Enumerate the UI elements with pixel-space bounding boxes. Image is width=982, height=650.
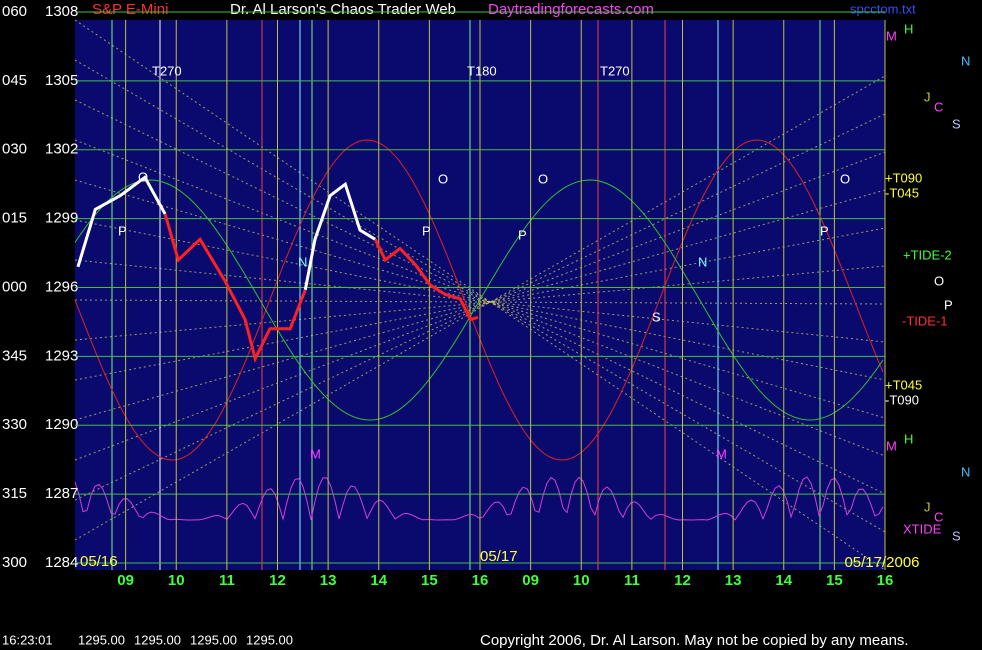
decor-flux [74,476,884,521]
annotation: J [924,89,931,104]
decor-flux [74,179,884,421]
annotation: +T090 [885,170,922,185]
annotation: N [961,53,970,68]
annotation: T180 [467,63,497,78]
chart-title: Dr. Al Larson's Chaos Trader Web [230,1,456,18]
annotation: M [716,446,727,461]
file-label: spcctom.txt [850,1,916,16]
decor-diagonal [74,179,886,419]
annotation: -T045 [885,185,919,200]
decor-diagonal [74,227,886,381]
x-tick-label: 14 [775,572,792,589]
y-angle-label: 000 [2,278,27,295]
decor-diagonal [74,59,886,533]
decor-diagonal [74,259,886,343]
y-tick-label: 1305 [45,72,78,89]
x-tick-label: 12 [269,572,286,589]
x-tick-label: 15 [421,572,438,589]
x-tick-label: 11 [624,572,640,589]
chart-subtitle: S&P E-Mini [92,1,168,18]
annotation: H [904,21,913,36]
annotation: O [934,273,944,288]
annotation: -TIDE-1 [902,313,948,328]
y-tick-label: 1293 [45,347,78,364]
y-angle-label: 300 [2,554,27,571]
x-tick-label: 09 [522,572,539,589]
annotation: N [698,254,707,269]
annotation: M [886,28,897,43]
date-label: 05/17 [480,548,518,565]
annotation: O [840,171,850,186]
annotation: C [934,99,943,114]
y-angle-label: 015 [2,210,27,227]
site-link: Daytradingforecasts.com [488,1,654,18]
x-tick-label: 14 [370,572,387,589]
annotation: XTIDE [903,521,942,536]
copyright: Copyright 2006, Dr. Al Larson. May not b… [480,632,909,649]
x-tick-label: 11 [219,572,235,589]
annotation: C [934,509,943,524]
annotation: P [518,227,527,242]
x-tick-label: 10 [573,572,590,589]
price-line [76,175,376,291]
annotation: S [952,528,961,543]
x-tick-label: 16 [877,572,894,589]
annotation: +TIDE-2 [903,247,952,262]
y-tick-label: 1296 [45,278,78,295]
x-tick-label: 09 [117,572,134,589]
annotation: O [538,171,548,186]
annotation: T270 [600,63,630,78]
x-tick-label: 13 [320,572,337,589]
y-tick-label: 1302 [45,141,78,158]
y-angle-label: 045 [2,72,27,89]
annotation: +T045 [885,377,922,392]
annotation: P [118,223,127,238]
x-tick-label: 10 [168,572,185,589]
y-tick-label: 1308 [45,3,78,20]
y-tick-label: 1290 [45,416,78,433]
y-angle-label: 330 [2,416,27,433]
y-angle-label: 345 [2,347,27,364]
y-angle-label: 030 [2,141,27,158]
annotation: T270 [152,63,182,78]
date-label: 05/16 [80,553,118,570]
y-angle-label: 315 [2,485,27,502]
decor-flux [74,139,884,461]
y-angle-label: 060 [2,3,27,20]
y-tick-label: 1284 [45,554,78,571]
x-tick-label: 15 [826,572,843,589]
price-line [163,213,479,363]
y-tick-label: 1299 [45,210,78,227]
y-tick-label: 1287 [45,485,78,502]
annotation: P [944,297,953,312]
x-tick-label: 16 [472,572,489,589]
annotation: N [961,464,970,479]
annotation: P [422,223,431,238]
x-tick-label: 12 [674,572,691,589]
annotation: H [904,431,913,446]
status-price: 1295.00 [134,632,181,647]
date-label: 05/17/2006 [844,554,919,571]
x-tick-label: 13 [725,572,742,589]
status-price: 1295.00 [78,632,125,647]
status-price: 1295.00 [190,632,237,647]
annotation: P [820,223,829,238]
annotation: S [952,116,961,131]
status-price: 1295.00 [246,632,293,647]
status-time: 16:23:01 [2,632,53,647]
annotation: S [652,309,661,324]
decor-diagonal [74,19,886,571]
annotation: O [438,171,448,186]
annotation: O [138,169,148,184]
annotation: M [310,446,321,461]
annotation: M [886,438,897,453]
annotation: N [298,254,307,269]
annotation: J [924,499,931,514]
annotation: -T090 [885,392,919,407]
